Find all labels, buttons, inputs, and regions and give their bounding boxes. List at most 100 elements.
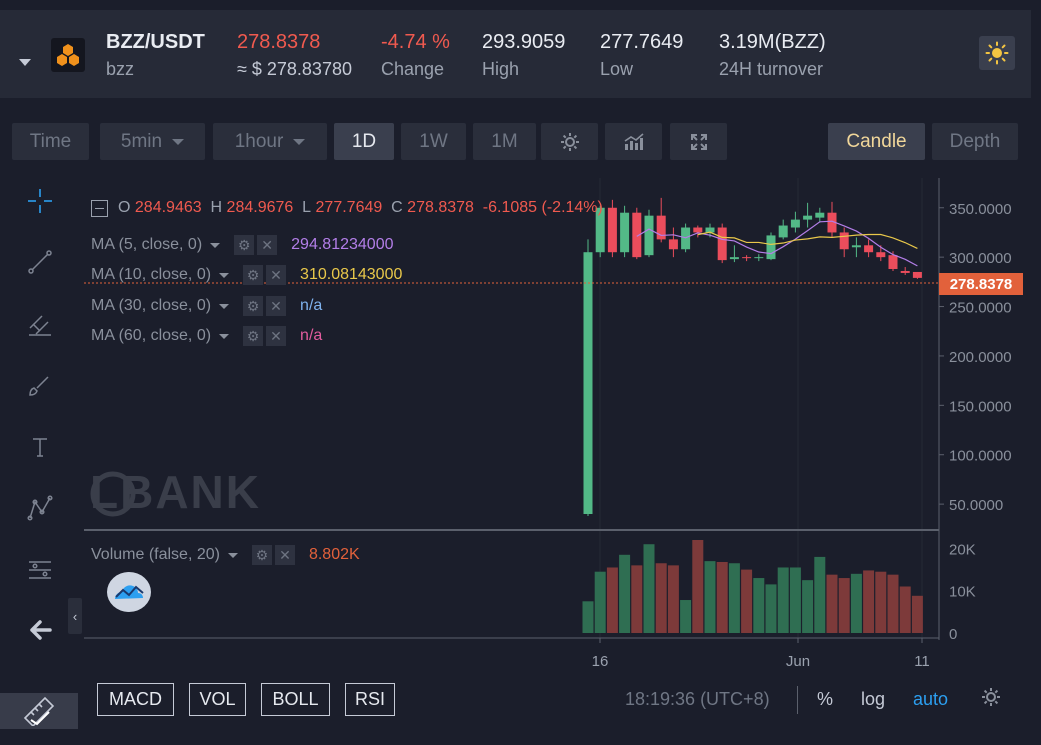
open-label: O [118,199,131,216]
current-price-tag: 278.8378 [939,273,1023,295]
candle-body [803,215,813,220]
gear-icon[interactable]: ⚙ [243,296,264,316]
vol-button[interactable]: VOL [189,683,246,716]
volume-legend[interactable]: Volume (false, 20) ⚙ ✕ 8.802K [91,545,360,565]
parallel-channel-tool[interactable] [22,306,58,342]
candle-body [656,215,666,240]
interval-5min-dropdown[interactable]: 5min [100,123,205,160]
ruler-tool[interactable] [0,693,78,729]
volume-bar [741,569,753,633]
candle-body [790,219,800,228]
close-icon[interactable]: ✕ [266,265,287,285]
interval-1w-button[interactable]: 1W [401,123,466,160]
high-label: H [210,199,223,216]
utc-clock[interactable]: 18:19:36 (UTC+8) [625,689,770,709]
chart-settings-button[interactable] [541,123,598,160]
interval-1d-button[interactable]: 1D [334,123,394,160]
kline-chart[interactable]: LBANK 350.0000300.0000250.0000200.000015… [84,178,1041,668]
ma10-legend[interactable]: MA (10, close, 0) ⚙ ✕ 310.08143000 [91,265,402,285]
close-icon[interactable]: ✕ [266,296,287,316]
low-value: 277.7649 [600,31,684,53]
interval-1m-button[interactable]: 1M [473,123,536,160]
crosshair-tool[interactable] [22,183,58,219]
time-tick-label: 11 [914,653,930,668]
tradingview-logo[interactable] [107,572,151,612]
theme-toggle-button[interactable] [979,36,1015,70]
ma5-value: 294.81234000 [291,236,394,253]
volume-bar [875,571,887,633]
interval-time-button[interactable]: Time [12,123,89,160]
chevron-down-icon[interactable] [227,552,238,558]
chevron-down-icon[interactable] [210,242,221,248]
collapse-legend-icon[interactable] [91,199,108,217]
bottom-divider [797,686,798,714]
back-tool[interactable] [22,612,58,648]
arrow-left-icon [30,620,52,640]
low-label: L [302,199,312,216]
chevron-down-icon[interactable] [219,272,230,278]
volume-bar [899,586,911,633]
parallel-lines-icon [29,315,51,336]
boll-button[interactable]: BOLL [261,683,330,716]
depth-view-button[interactable]: Depth [932,123,1018,160]
change-block: -4.74 % Change [381,30,450,81]
collapse-toolbar-handle[interactable]: ‹ [68,598,82,634]
volume-bar [655,563,667,633]
pattern-tool[interactable] [22,490,58,526]
pair-block[interactable]: BZZ/USDT bzz [106,30,205,81]
pair-dropdown-caret[interactable] [19,59,31,66]
rsi-button[interactable]: RSI [345,683,395,716]
candle-view-button[interactable]: Candle [828,123,925,160]
gear-icon[interactable]: ⚙ [243,326,264,346]
fullscreen-button[interactable] [670,123,727,160]
ma10-value: 310.08143000 [300,266,403,283]
text-tool[interactable] [22,429,58,465]
trend-line-tool[interactable] [22,244,58,280]
price-tick-label: 350.0000 [949,201,1012,218]
volume-bar [704,561,716,633]
turnover-value: 3.19M(BZZ) [719,31,826,53]
candle-body [754,257,764,259]
candle-body [644,215,654,256]
volume-bar [777,567,789,633]
volume-tick-label: 0 [949,626,957,643]
ma5-legend[interactable]: MA (5, close, 0) ⚙ ✕ 294.81234000 [91,235,393,255]
gear-icon[interactable]: ⚙ [243,265,264,285]
ma60-label: MA (60, close, 0) [91,327,212,344]
candle-body [705,227,715,233]
candle-body [815,212,825,218]
candle-body [583,252,593,514]
brush-tool[interactable] [22,368,58,404]
price-tick-label: 300.0000 [949,250,1012,267]
chevron-down-icon[interactable] [219,303,230,309]
high-label: High [482,59,520,79]
macd-button[interactable]: MACD [97,683,174,716]
ticker-header: BZZ/USDT bzz 278.8378 ≈ $ 278.83780 -4.7… [0,10,1031,98]
fib-tool[interactable] [22,552,58,588]
indicators-button[interactable] [605,123,662,160]
gear-icon[interactable]: ⚙ [234,235,255,255]
ma60-value: n/a [300,327,323,344]
chevron-left-icon: ‹ [72,608,78,624]
volume-bar [692,540,704,633]
auto-scale-toggle[interactable]: auto [913,689,949,709]
chevron-down-icon[interactable] [219,333,230,339]
candle-body [595,207,605,253]
volume-bar [582,601,594,633]
ma30-label: MA (30, close, 0) [91,297,212,314]
close-icon[interactable]: ✕ [266,326,287,346]
volume-bar [814,556,826,633]
close-icon[interactable]: ✕ [274,545,295,565]
interval-1hour-dropdown[interactable]: 1hour [213,123,327,160]
ma30-legend[interactable]: MA (30, close, 0) ⚙ ✕ n/a [91,296,322,316]
time-tick-label: 16 [592,653,609,668]
percent-scale-toggle[interactable]: % [817,689,834,709]
volume-tick-label: 10K [949,584,976,601]
ma60-legend[interactable]: MA (60, close, 0) ⚙ ✕ n/a [91,326,322,346]
gear-icon[interactable]: ⚙ [251,545,272,565]
bottom-settings-button[interactable] [980,686,1002,713]
volume-bar [594,571,606,633]
log-scale-toggle[interactable]: log [861,689,886,709]
high-block: 293.9059 High [482,30,565,81]
close-icon[interactable]: ✕ [257,235,278,255]
